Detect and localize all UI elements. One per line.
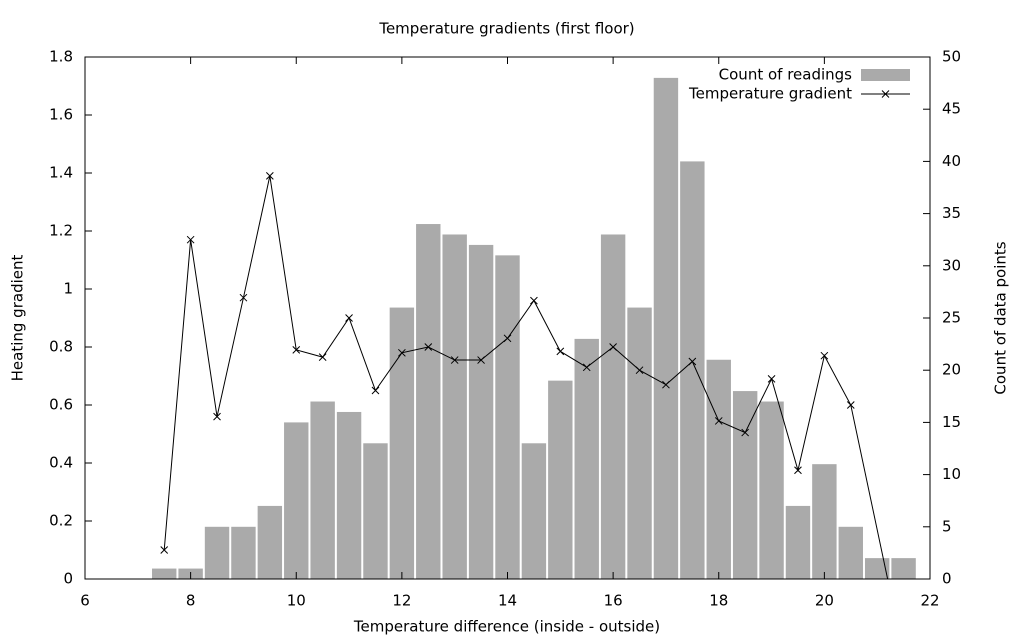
y-tick-label: 0.8 xyxy=(49,338,73,356)
point xyxy=(477,356,485,364)
bar xyxy=(706,359,731,579)
bar xyxy=(363,443,388,579)
y2-tick-label: 5 xyxy=(942,517,952,535)
y-tick-label: 0.4 xyxy=(49,454,73,472)
y-tick-label: 0 xyxy=(63,570,73,588)
x-tick-label: 12 xyxy=(392,592,411,610)
x-tick-label: 6 xyxy=(80,592,90,610)
x-tick-label: 8 xyxy=(186,592,196,610)
bar xyxy=(891,558,916,579)
bar xyxy=(284,422,309,579)
point xyxy=(345,314,353,322)
bar xyxy=(442,234,467,579)
y-tick-label: 1 xyxy=(63,280,73,298)
bar xyxy=(310,401,335,579)
point xyxy=(582,363,591,372)
point xyxy=(609,343,617,351)
bar xyxy=(495,255,520,579)
y2-tick-label: 10 xyxy=(942,465,961,483)
y2-tick-label: 40 xyxy=(942,152,961,170)
legend-label: Temperature gradient xyxy=(688,85,852,103)
bar xyxy=(574,338,599,579)
y2-tick-label: 50 xyxy=(942,48,961,66)
bar xyxy=(600,234,626,579)
bar xyxy=(759,401,784,579)
bar xyxy=(257,505,283,579)
y-tick-label: 0.2 xyxy=(49,512,73,530)
bar xyxy=(336,411,362,579)
point xyxy=(503,334,512,343)
bar xyxy=(627,307,652,579)
point xyxy=(688,357,697,366)
y-tick-label: 1.4 xyxy=(49,164,73,182)
point xyxy=(662,380,670,389)
y2-tick-label: 20 xyxy=(942,361,961,379)
y-axis-label: Heating gradient xyxy=(9,255,27,382)
x-axis-label: Temperature difference (inside - outside… xyxy=(353,618,660,636)
point xyxy=(794,466,802,475)
point xyxy=(186,235,195,244)
bar xyxy=(653,77,679,579)
point xyxy=(530,296,538,305)
point xyxy=(371,386,380,395)
point xyxy=(714,417,723,425)
lines xyxy=(160,172,889,579)
bar xyxy=(468,244,494,579)
y2-tick-label: 25 xyxy=(942,309,961,327)
y2-axis-label: Count of data points xyxy=(992,241,1010,394)
y-tick-label: 1.8 xyxy=(49,48,73,66)
legend-swatch xyxy=(861,69,910,81)
x-tick-label: 10 xyxy=(287,592,306,610)
bar xyxy=(416,224,441,579)
legend-label: Count of readings xyxy=(719,66,853,84)
point xyxy=(265,172,274,180)
chart-title: Temperature gradients (first floor) xyxy=(378,20,634,38)
bar xyxy=(548,380,573,579)
point xyxy=(820,351,829,360)
axes: 6 8 10 12 14 16 18 20 2200.20.40.60.811.21.41.61… xyxy=(49,48,961,610)
point xyxy=(239,293,248,302)
y2-tick-label: 35 xyxy=(942,204,961,222)
legend-swatch xyxy=(881,90,890,98)
y2-tick-label: 0 xyxy=(942,570,952,588)
point xyxy=(767,375,776,383)
point xyxy=(846,401,855,409)
bar xyxy=(680,161,705,579)
y2-tick-label: 30 xyxy=(942,256,961,274)
bar xyxy=(152,568,177,579)
point xyxy=(741,428,750,437)
y-tick-label: 1.6 xyxy=(49,106,73,124)
bar xyxy=(204,526,230,579)
point xyxy=(292,346,301,354)
bar xyxy=(732,391,758,579)
x-tick-label: 14 xyxy=(498,592,517,610)
point xyxy=(424,343,433,351)
point xyxy=(556,347,565,356)
bar xyxy=(231,526,256,579)
bars xyxy=(152,77,916,579)
point xyxy=(450,356,459,364)
point xyxy=(398,348,406,357)
bar xyxy=(389,307,415,579)
point xyxy=(213,412,221,421)
y-tick-label: 0.6 xyxy=(49,396,73,414)
bar xyxy=(521,443,547,579)
x-tick-label: 16 xyxy=(604,592,623,610)
point xyxy=(160,546,169,554)
x-tick-label: 18 xyxy=(709,592,728,610)
bar xyxy=(785,505,811,579)
bar xyxy=(838,526,863,579)
point xyxy=(318,353,327,362)
bar xyxy=(864,558,890,579)
x-tick-label: 20 xyxy=(815,592,834,610)
point xyxy=(635,366,644,375)
y-tick-label: 1.2 xyxy=(49,222,73,240)
bar xyxy=(812,464,837,579)
line xyxy=(163,175,889,579)
y2-tick-label: 45 xyxy=(942,100,961,118)
x-tick-label: 22 xyxy=(920,592,939,610)
y2-tick-label: 15 xyxy=(942,413,961,431)
